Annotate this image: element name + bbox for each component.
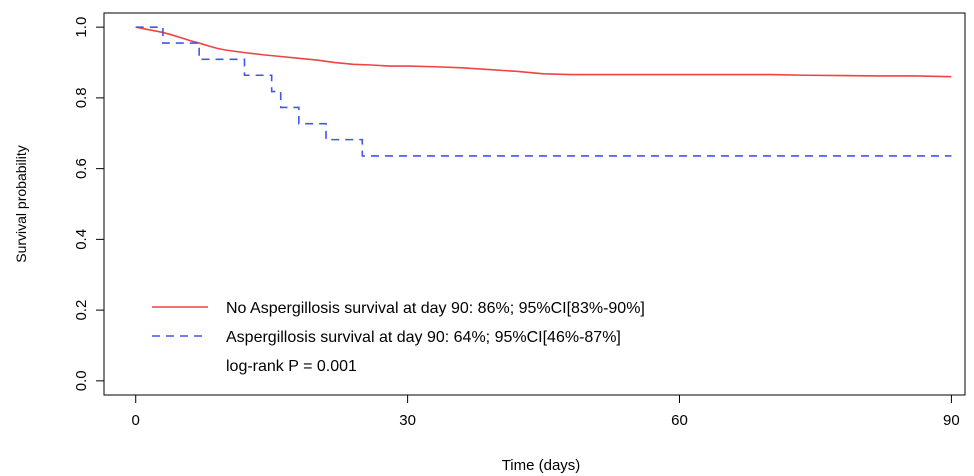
x-axis-label: Time (days) (502, 457, 581, 474)
series-line-1 (135, 26, 952, 157)
legend: No Aspergillosis survival at day 90: 86%… (152, 300, 645, 375)
y-axis-label: Survival probability (13, 145, 29, 263)
legend-label-no-aspergillosis: No Aspergillosis survival at day 90: 86%… (226, 300, 645, 317)
y-tick-label-2: 0.4 (73, 229, 90, 250)
y-tick-label-1: 0.2 (73, 300, 90, 321)
plot-frame (103, 12, 966, 396)
x-tick-label-1: 30 (399, 412, 416, 429)
y-tick-label-0: 0.0 (73, 370, 90, 391)
x-tick-label-0: 0 (132, 412, 140, 429)
y-tick-label-5: 1.0 (73, 17, 90, 38)
y-tick-label-3: 0.6 (73, 158, 90, 179)
legend-label-aspergillosis: Aspergillosis survival at day 90: 64%; 9… (226, 329, 621, 346)
x-tick-label-3: 90 (943, 412, 960, 429)
log-rank-annotation: log-rank P = 0.001 (226, 358, 357, 375)
series-layer (135, 26, 952, 157)
y-axis: 0.0 0.2 0.4 0.6 0.8 1.0 (73, 17, 104, 391)
x-tick-label-2: 60 (671, 412, 688, 429)
series-line-0 (135, 26, 952, 78)
x-axis: 0 30 60 90 (132, 395, 960, 429)
y-tick-label-4: 0.8 (73, 87, 90, 108)
